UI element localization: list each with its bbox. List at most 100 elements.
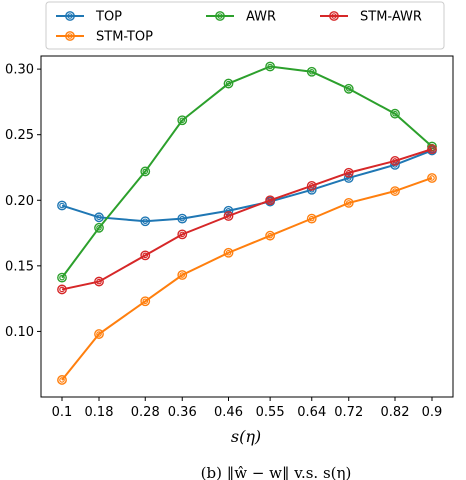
- data-point-inner-stm-awr: [59, 286, 65, 293]
- data-point-inner-top: [225, 207, 232, 214]
- x-tick-label: 0.82: [381, 405, 410, 420]
- data-point-inner-stm-top: [142, 298, 149, 305]
- data-point-inner-awr: [142, 168, 149, 175]
- x-tick-label: 0.72: [334, 405, 363, 420]
- y-tick-label: 0.25: [5, 128, 34, 143]
- legend-label-stm-awr: STM-AWR: [360, 10, 422, 25]
- data-point-stm-top: [94, 329, 104, 339]
- data-point-stm-awr: [57, 284, 67, 295]
- data-point-inner-stm-awr: [308, 183, 315, 189]
- data-point-inner-awr: [308, 68, 315, 75]
- data-point-inner-stm-top: [96, 331, 102, 337]
- data-point-top: [177, 213, 188, 224]
- data-point-inner-stm-awr: [267, 197, 273, 204]
- legend-marker-inner-awr: [217, 13, 223, 19]
- legend-marker-top: [65, 11, 75, 21]
- x-tick-label: 0.64: [297, 405, 326, 420]
- data-point-top: [140, 216, 151, 227]
- x-axis-title: s(η): [231, 427, 261, 446]
- data-point-stm-awr: [390, 156, 400, 166]
- data-point-inner-top: [59, 202, 65, 209]
- data-point-inner-stm-top: [392, 188, 398, 194]
- legend-marker-inner-stm-awr: [331, 13, 337, 19]
- data-point-stm-top: [343, 197, 354, 208]
- data-point-top: [57, 200, 67, 211]
- x-tick-label: 0.18: [85, 405, 114, 420]
- data-point-inner-stm-top: [59, 377, 65, 383]
- data-point-stm-top: [390, 186, 400, 196]
- data-point-stm-awr: [265, 195, 276, 206]
- data-point-stm-top: [177, 270, 188, 280]
- data-point-inner-stm-awr: [392, 158, 398, 164]
- data-point-inner-stm-awr: [179, 231, 186, 238]
- data-point-stm-awr: [306, 180, 317, 191]
- x-tick-label: 0.36: [168, 405, 197, 420]
- data-point-awr: [265, 61, 276, 72]
- data-point-inner-stm-top: [308, 215, 315, 222]
- data-point-inner-awr: [345, 85, 352, 92]
- x-tick-label: 0.46: [214, 405, 243, 420]
- legend: TOP STM-TOP AWR STM-AWR: [45, 1, 445, 50]
- data-point-inner-stm-awr: [96, 278, 102, 285]
- data-point-stm-awr: [427, 144, 437, 155]
- data-point-inner-stm-top: [267, 232, 273, 239]
- series-line-top: [61, 149, 433, 223]
- data-point-inner-awr: [392, 110, 398, 117]
- data-point-stm-top: [57, 375, 67, 385]
- x-tick-label: 0.1: [52, 405, 73, 420]
- legend-marker-stm-top: [65, 31, 75, 41]
- x-axis: 0.1 0.18 0.28 0.36 0.46 0.55 0.64 0.72 0.82 0.9: [52, 397, 443, 420]
- x-tick-label: 0.9: [422, 405, 443, 420]
- y-tick-label: 0.20: [5, 194, 34, 209]
- data-point-inner-stm-top: [429, 175, 435, 181]
- data-point-inner-stm-top: [345, 200, 352, 206]
- data-point-stm-awr: [343, 167, 354, 178]
- data-point-stm-awr: [223, 211, 234, 221]
- data-point-inner-top: [345, 175, 352, 181]
- data-point-stm-top: [265, 230, 276, 241]
- data-point-awr: [57, 272, 67, 283]
- series-line-awr: [61, 65, 433, 279]
- x-tick-label: 0.55: [256, 405, 285, 420]
- data-point-stm-awr: [140, 250, 151, 261]
- y-tick-label: 0.30: [5, 63, 34, 78]
- data-point-stm-awr: [94, 276, 104, 287]
- data-point-inner-top: [142, 218, 149, 225]
- legend-label-stm-top: STM-TOP: [96, 30, 153, 45]
- data-point-awr: [177, 115, 188, 126]
- data-point-inner-awr: [225, 80, 232, 87]
- data-point-stm-top: [140, 296, 151, 307]
- data-point-inner-stm-awr: [225, 213, 232, 219]
- y-axis: 0.10 0.15 0.20 0.25 0.30: [5, 63, 41, 340]
- caption: (b) ‖ŵ − w‖ v.s. s(η): [201, 464, 352, 480]
- data-point-inner-stm-top: [225, 249, 232, 256]
- y-tick-label: 0.10: [5, 325, 34, 340]
- legend-marker-inner-top: [67, 13, 73, 19]
- data-point-stm-top: [306, 213, 317, 224]
- data-point-inner-top: [179, 215, 186, 222]
- data-point-inner-stm-awr: [429, 146, 435, 152]
- data-point-awr: [140, 166, 151, 177]
- legend-label-awr: AWR: [246, 10, 276, 25]
- data-point-top: [94, 212, 104, 223]
- legend-frame: [45, 1, 445, 50]
- x-tick-label: 0.28: [131, 405, 160, 420]
- data-point-stm-top: [427, 173, 437, 183]
- data-point-awr: [223, 78, 234, 89]
- legend-label-top: TOP: [95, 10, 122, 25]
- data-point-stm-top: [223, 247, 234, 258]
- plot-frame: [40, 55, 454, 398]
- data-point-inner-top: [96, 214, 102, 221]
- data-point-awr: [427, 141, 437, 152]
- data-point-inner-stm-awr: [345, 169, 352, 176]
- y-tick-label: 0.15: [5, 259, 34, 274]
- data-point-inner-awr: [59, 274, 65, 281]
- data-point-awr: [94, 222, 104, 233]
- legend-marker-inner-stm-top: [67, 33, 73, 39]
- data-point-inner-stm-awr: [142, 252, 149, 259]
- data-point-stm-awr: [177, 229, 188, 240]
- data-point-awr: [306, 66, 317, 77]
- data-point-awr: [343, 83, 354, 94]
- series-line-stm-awr: [61, 148, 433, 291]
